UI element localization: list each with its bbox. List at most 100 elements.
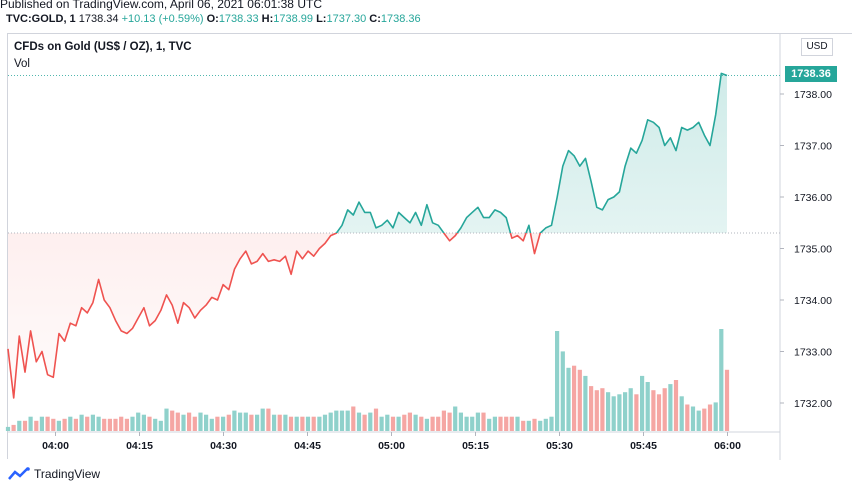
time-tick-label: 05:00 [378,440,405,452]
volume-bar [345,410,350,431]
volume-bar [283,414,288,431]
volume-bar [413,414,418,431]
time-tick-label: 05:15 [462,440,489,452]
volume-bar [175,412,180,431]
volume-bar [305,416,311,431]
volume-bar [187,412,192,431]
price-line-below [7,233,542,399]
volume-bar [260,408,265,431]
volume-bar [17,420,22,431]
volume-bar [317,416,322,431]
volume-bar [566,367,571,431]
volume-bar [39,416,44,431]
volume-bar [396,416,401,431]
volume-bar [85,416,90,431]
volume-bar [28,416,33,431]
chart-frame[interactable] [7,33,852,459]
volume-bar [464,416,469,431]
volume-bar [209,418,214,431]
currency-button[interactable]: USD [801,38,833,56]
volume-bar [555,331,560,431]
volume-bar [34,420,39,431]
time-tick-label: 04:15 [126,440,153,452]
volume-bar [487,418,492,431]
volume-bar [713,402,718,431]
volume-bar [407,412,412,431]
high-label: H: [261,13,274,25]
price-line [7,72,728,399]
volume-bar [707,404,713,431]
volume-bar [532,418,537,431]
volume-bar [11,424,16,431]
low-value: 1737.30 [326,13,367,25]
volume-bar [390,416,396,431]
volume-bar [572,365,577,431]
volume-bar [221,416,226,431]
volume-bar [515,416,520,431]
area-above-baseline [8,73,727,234]
volume-bar [379,416,384,431]
legend-title[interactable]: CFDs on Gold (US$ / OZ), 1, TVC [14,41,192,53]
volume-bar [198,412,203,431]
volume-bar [164,408,169,431]
price-tick-label: 1732.00 [794,398,832,410]
footer[interactable]: TradingView [8,467,100,481]
volume-bar [521,420,526,431]
volume-bar [215,416,220,431]
volume-bars [5,329,730,431]
close-value: 1738.36 [380,13,421,25]
volume-bar [560,351,565,431]
volume-bar [583,375,588,431]
volume-bar [238,412,243,431]
time-tick-label: 04:30 [210,440,237,452]
time-tick-label: 04:45 [294,440,321,452]
price-tick-label: 1736.00 [794,192,832,204]
volume-bar [124,418,129,431]
volume-bar [424,418,429,431]
volume-bar [334,410,339,431]
time-axis: 04:00 04:15 04:30 04:45 05:00 05:15 05:30 05:45… [8,431,780,452]
volume-bar [419,416,424,431]
volume-bar [294,416,299,431]
volume-bar [679,396,684,431]
price-tick-label: 1733.00 [794,347,832,359]
close-label: C: [369,13,381,25]
volume-bar [141,414,146,431]
volume-bar [288,416,294,431]
volume-bar [136,412,141,431]
price-tick-label: 1737.00 [794,141,832,153]
volume-bar [628,388,633,431]
volume-bar [475,412,480,431]
volume-bar [119,416,124,431]
time-tick-label: 05:30 [546,440,573,452]
volume-bar [645,382,650,431]
volume-bar [107,418,112,431]
volume-bar [470,416,475,431]
price-tick-label: 1734.00 [794,295,832,307]
volume-bar [362,414,367,431]
volume-bar [351,406,356,431]
volume-bar [170,410,175,431]
legend-volume[interactable]: Vol [14,58,30,70]
volume-bar [158,420,163,431]
volume-bar [96,416,101,431]
price-tick-label: 1735.00 [794,244,832,256]
volume-bar [328,412,333,431]
volume-bar [577,369,582,431]
volume-bar [249,414,254,431]
volume-bar [339,410,345,431]
open-value: 1738.33 [218,13,259,25]
volume-bar [277,414,282,431]
volume-bar [690,406,696,431]
volume-bar [600,388,605,431]
volume-bar [402,414,407,431]
volume-bar [322,414,328,431]
volume-bar [385,414,390,431]
volume-bar [662,388,667,431]
volume-bar [498,416,503,431]
volume-bar [441,410,446,431]
volume-bar [481,412,486,431]
volume-bar [45,416,50,431]
volume-bar [651,390,656,431]
